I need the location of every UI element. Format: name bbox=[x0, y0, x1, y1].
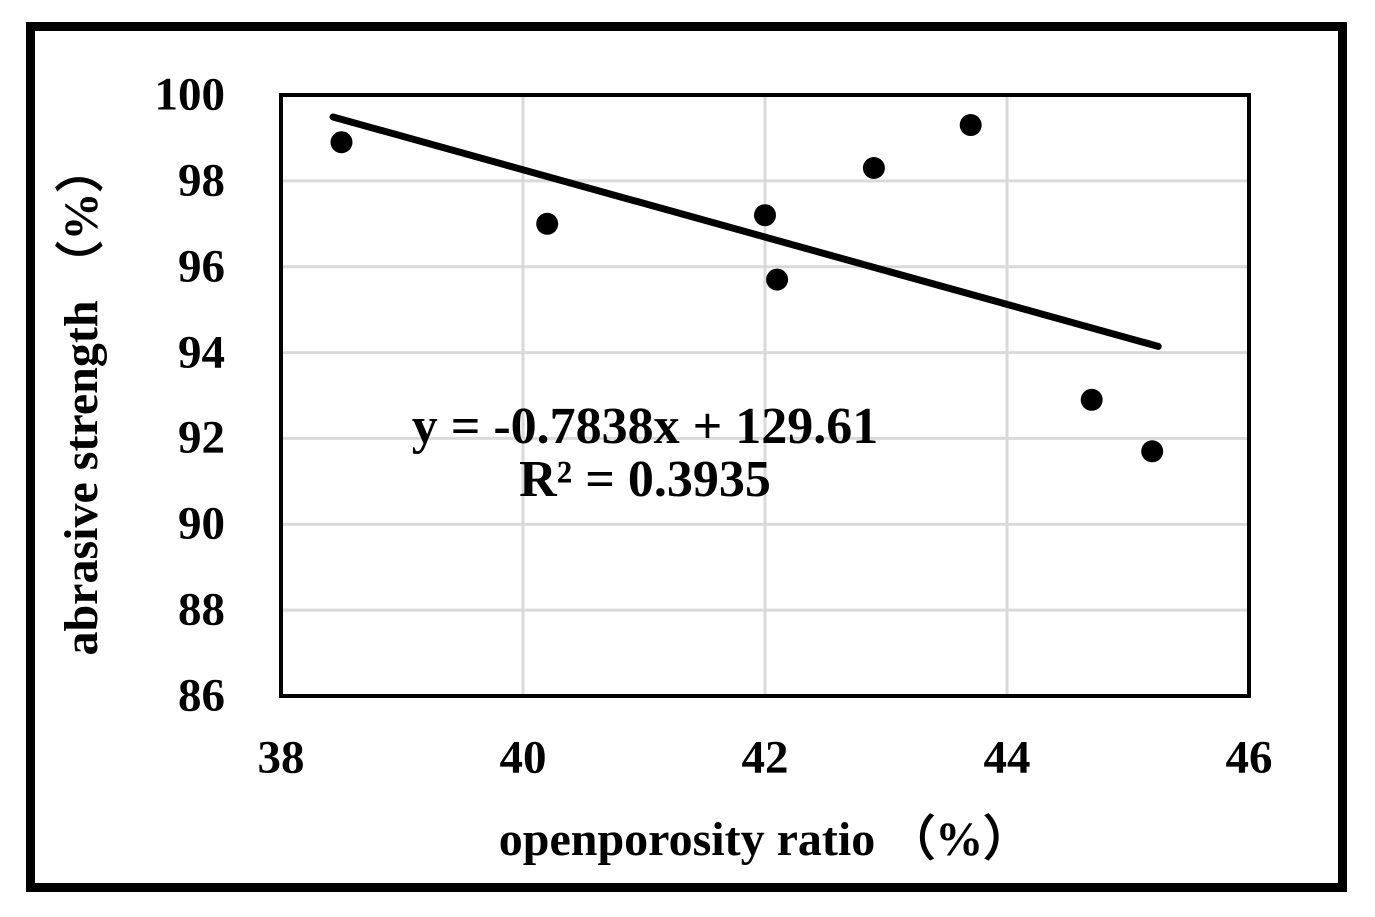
data-point bbox=[1141, 440, 1164, 463]
y-tick-label: 98 bbox=[178, 154, 225, 207]
x-tick-label: 44 bbox=[983, 731, 1031, 784]
figure-frame bbox=[26, 22, 1347, 892]
plot-border bbox=[279, 93, 1251, 698]
x-tick-label: 40 bbox=[499, 731, 547, 784]
x-axis-title: openporosity ratio （%） bbox=[498, 813, 1032, 866]
y-tick-label: 86 bbox=[178, 669, 225, 722]
data-point bbox=[766, 268, 789, 291]
data-point bbox=[862, 156, 885, 179]
data-point bbox=[1080, 388, 1103, 411]
y-axis-title: abrasive strength （%） bbox=[55, 144, 108, 656]
trendline bbox=[329, 113, 1162, 350]
y-tick-label: 96 bbox=[178, 240, 225, 293]
y-tick-label: 94 bbox=[178, 326, 225, 379]
trendline-equation-label: y = -0.7838x + 129.61 bbox=[411, 398, 879, 455]
x-tick-label: 38 bbox=[257, 731, 305, 784]
x-tick-label: 42 bbox=[741, 731, 789, 784]
y-tick-label: 88 bbox=[178, 583, 225, 636]
x-tick-label: 46 bbox=[1225, 731, 1273, 784]
data-point bbox=[959, 114, 982, 137]
y-tick-label: 92 bbox=[178, 411, 225, 464]
data-point bbox=[330, 131, 353, 154]
data-point bbox=[536, 212, 559, 235]
y-tick-label: 90 bbox=[178, 497, 225, 550]
r-squared-label: R² = 0.3935 bbox=[519, 451, 771, 508]
y-tick-label: 100 bbox=[154, 68, 226, 121]
data-point bbox=[754, 204, 776, 227]
